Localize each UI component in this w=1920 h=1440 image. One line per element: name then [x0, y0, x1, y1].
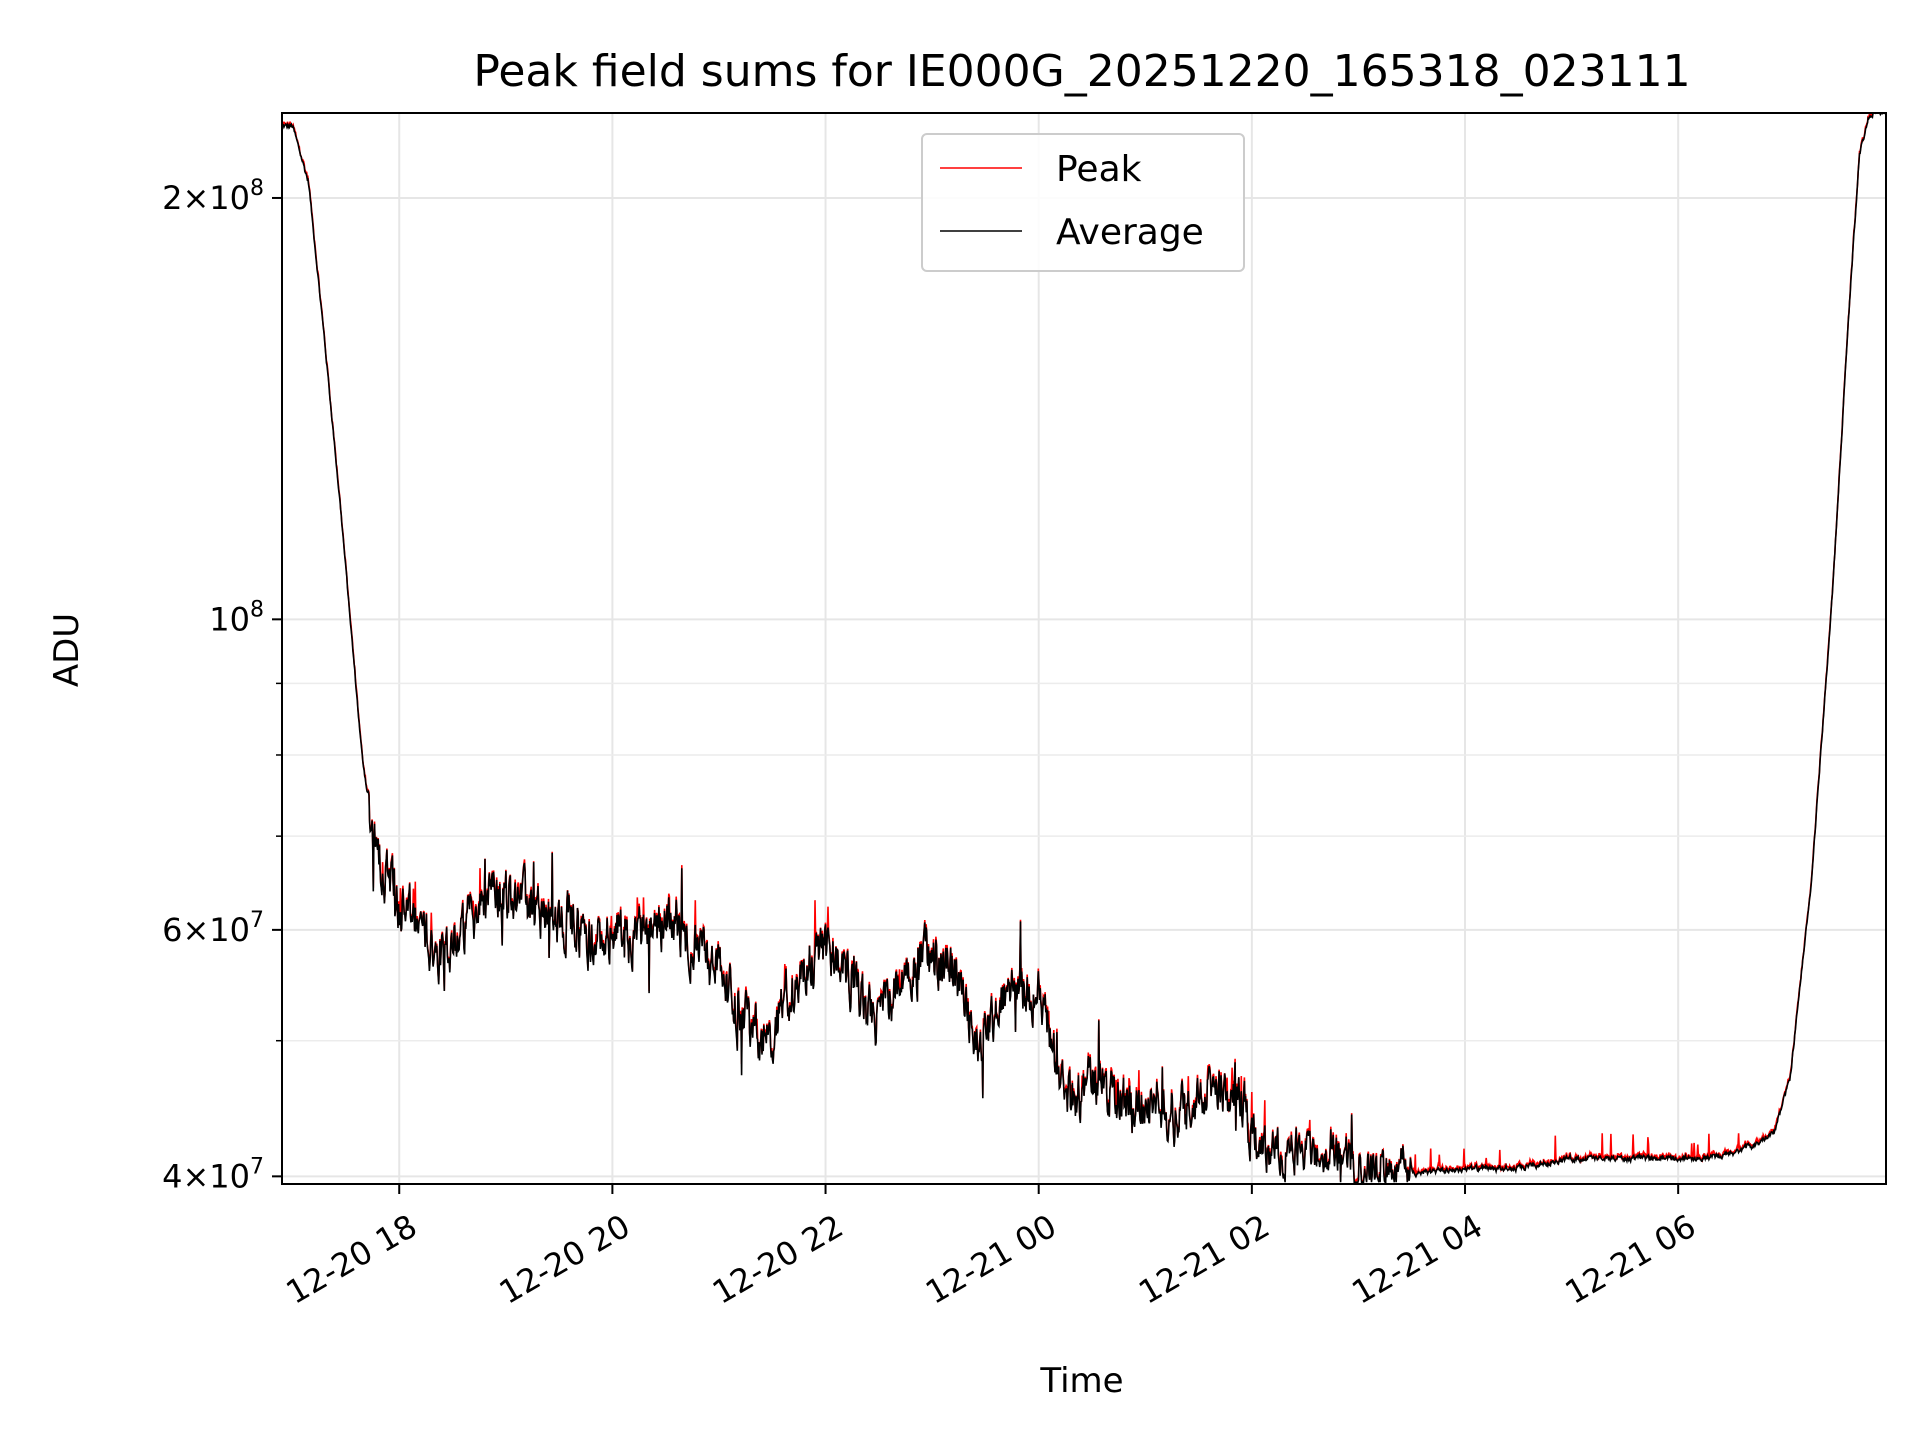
plot-frame — [281, 112, 1887, 1185]
y-tick-label: 6×107 — [162, 908, 264, 949]
y-tick-label: 2×108 — [162, 176, 264, 217]
chart-title: Peak field sums for IE000G_20251220_1653… — [473, 46, 1690, 97]
legend-average-label: Average — [1056, 212, 1204, 253]
y-axis-label: ADU — [47, 613, 87, 687]
y-tick-label: 108 — [209, 597, 264, 638]
y-tick-label: 4×107 — [162, 1154, 264, 1195]
legend-peak-label: Peak — [1056, 149, 1142, 190]
x-axis-label: Time — [1039, 1361, 1123, 1401]
series-average-line — [282, 113, 1886, 1184]
plot-area — [282, 113, 1886, 1184]
y-axis: 4×107 6×107 108 2×108 — [162, 176, 282, 1195]
legend: Peak Average — [921, 133, 1245, 272]
